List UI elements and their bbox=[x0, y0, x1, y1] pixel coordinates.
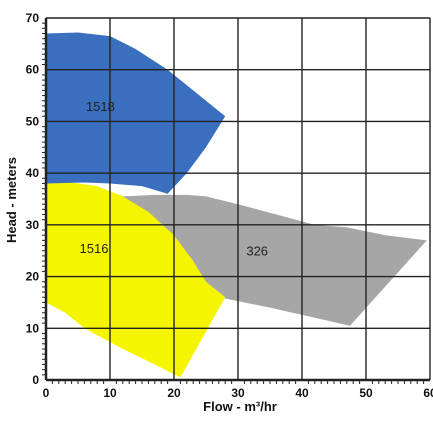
performance-regions bbox=[46, 32, 427, 378]
x-tick-label: 40 bbox=[295, 386, 309, 400]
x-tick-label: 30 bbox=[231, 386, 245, 400]
y-tick-label: 10 bbox=[26, 321, 40, 335]
x-axis-tick-labels: 0 10 20 30 40 50 60 bbox=[43, 386, 433, 400]
region-1518 bbox=[46, 32, 226, 194]
axis-minor-ticks bbox=[42, 22, 425, 384]
y-tick-label: 20 bbox=[26, 270, 40, 284]
chart-grid bbox=[44, 17, 431, 382]
y-tick-label: 40 bbox=[26, 166, 40, 180]
region-labels: 326 1516 1518 bbox=[80, 99, 269, 259]
y-tick-label: 50 bbox=[26, 114, 40, 128]
y-axis-title: Head - meters bbox=[4, 157, 19, 243]
y-tick-label: 70 bbox=[26, 11, 40, 25]
x-axis-title: Flow - m³/hr bbox=[203, 399, 277, 414]
x-tick-label: 0 bbox=[43, 386, 50, 400]
region-label-1516: 1516 bbox=[80, 241, 109, 256]
y-tick-label: 30 bbox=[26, 218, 40, 232]
y-axis-tick-labels: 0 10 20 30 40 50 60 70 bbox=[26, 11, 40, 387]
x-tick-label: 10 bbox=[103, 386, 117, 400]
region-label-326: 326 bbox=[246, 244, 268, 259]
region-label-1518: 1518 bbox=[86, 99, 115, 114]
x-tick-label: 20 bbox=[167, 386, 181, 400]
x-tick-label: 50 bbox=[359, 386, 373, 400]
y-tick-label: 0 bbox=[32, 373, 39, 387]
x-tick-label: 60 bbox=[423, 386, 433, 400]
y-tick-label: 60 bbox=[26, 63, 40, 77]
